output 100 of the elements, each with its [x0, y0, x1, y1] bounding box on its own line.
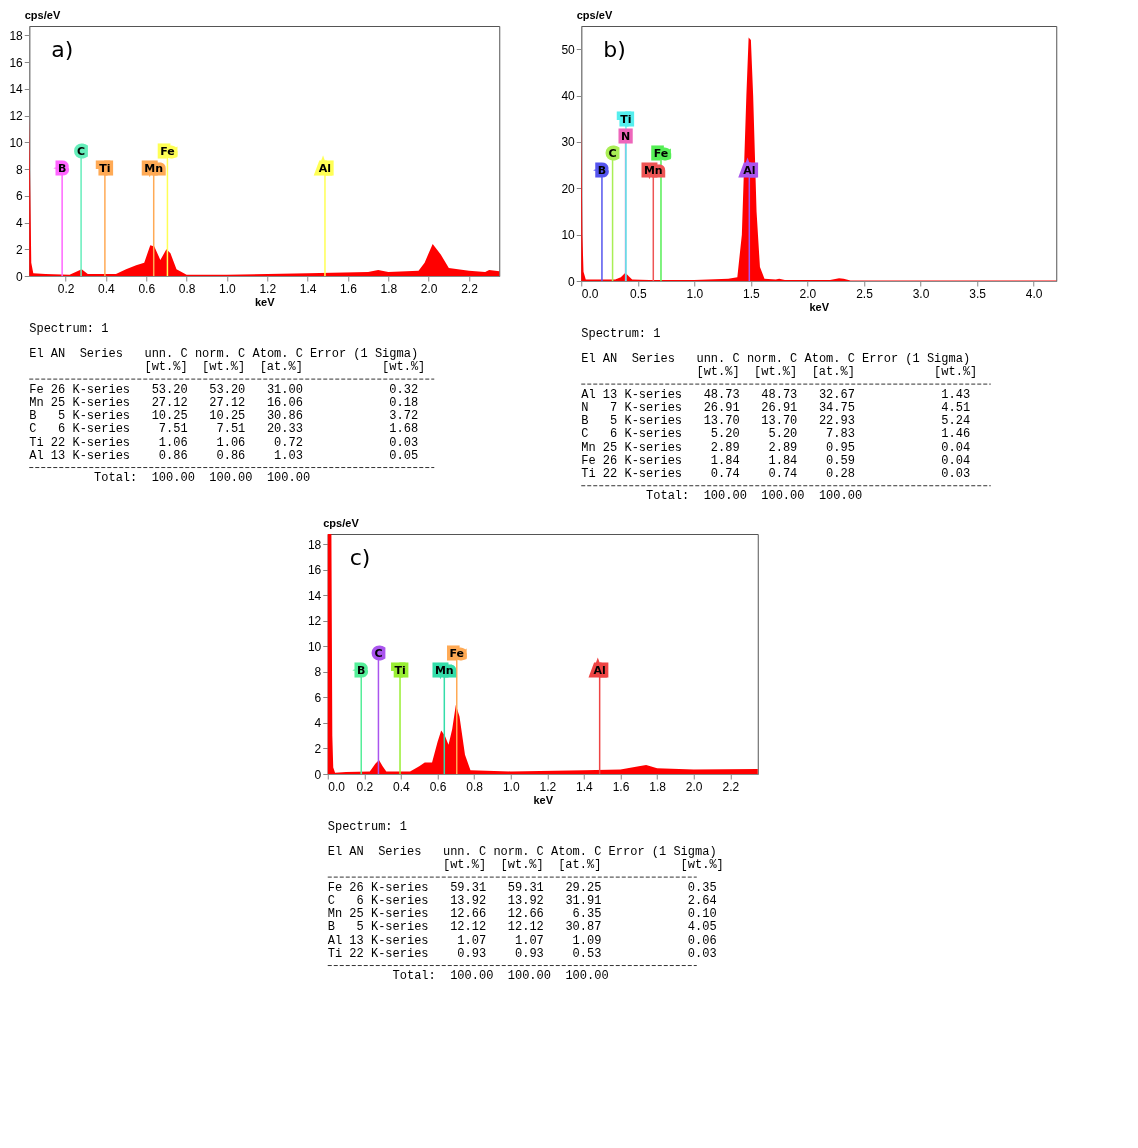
text: Mn 25 K-series 27.12 27.12 16.06 0.18 [29, 395, 419, 410]
x-tick-label: 0.4 [98, 281, 116, 296]
y-tick-label: 4 [314, 716, 322, 731]
text: C 6 K-series 13.92 13.92 31.91 2.64 [327, 893, 717, 908]
y-tick-label: 10 [307, 639, 322, 654]
x-tick-label: 2.0 [799, 286, 817, 301]
annotation: a) [51, 37, 74, 62]
x-tick-label: 1.0 [686, 286, 704, 301]
ref-line-label: B [597, 164, 607, 178]
y-tick-label: 4 [16, 216, 24, 231]
ref-line-label: Fe [160, 144, 175, 158]
x-tick-label: 0.6 [138, 281, 156, 296]
text: Total: 100.00 100.00 100.00 [646, 489, 863, 504]
y-tick-label: 14 [307, 588, 322, 603]
text: [wt.%] [wt.%] [at.%] [wt.%] [442, 858, 724, 873]
x-tick-label: 0.0 [581, 286, 599, 301]
ref-line-label: Ti [394, 663, 406, 677]
text: Al 13 K-series 0.86 0.86 1.03 0.05 [29, 448, 419, 463]
x-tick-label: 0.6 [429, 779, 447, 794]
x-tick-label: 3.0 [912, 286, 930, 301]
ref-line-label: Al [318, 161, 332, 175]
y-tick-label: 10 [9, 135, 24, 150]
y-tick-label: 8 [16, 162, 24, 177]
y-tick-label: 6 [16, 189, 24, 204]
y-tick-label: 14 [9, 82, 24, 97]
x-tick-label: 1.2 [539, 779, 557, 794]
text: Ti 22 K-series 0.74 0.74 0.28 0.03 [581, 466, 971, 481]
x-tick-label: 1.8 [649, 779, 667, 794]
annotation: b) [603, 37, 626, 62]
text: El AN Series unn. C norm. C Atom. C Error (1 Sigma) [581, 352, 971, 367]
text: Spectrum: 1 [327, 820, 407, 834]
y-tick-label: 0 [568, 274, 576, 289]
y-tick-label: 8 [314, 665, 322, 680]
ref-line-label: Mn [643, 164, 663, 178]
text: C 6 K-series 7.51 7.51 20.33 1.68 [29, 422, 419, 437]
y-tick-label: 18 [9, 28, 24, 43]
ref-line-label: Ti [99, 161, 111, 175]
x-tick-label: 2.0 [420, 281, 438, 296]
y-tick-label: 0 [16, 269, 24, 284]
y-tick-label: 16 [307, 563, 322, 578]
x-tick-label: 1.8 [380, 281, 398, 296]
text: Fe 26 K-series 1.84 1.84 0.59 0.04 [581, 453, 971, 468]
y-tick-label: 12 [307, 614, 322, 629]
x-tick-label: 4.0 [1025, 286, 1043, 301]
y-tick-label: 12 [9, 109, 24, 124]
x-axis-title: keV [809, 300, 830, 313]
ref-line-label: C [77, 144, 86, 158]
x-tick-label: 1.4 [576, 779, 594, 794]
ref-line-label: C [608, 147, 617, 161]
x-tick-label: 0.2 [57, 281, 75, 296]
ref-line-label: C [374, 646, 383, 660]
x-tick-label: 1.4 [299, 281, 317, 296]
y-tick-label: 18 [307, 537, 322, 552]
text: Fe 26 K-series 53.20 53.20 31.00 0.32 [29, 382, 419, 397]
x-tick-label: 1.6 [340, 281, 358, 296]
text: B 5 K-series 13.70 13.70 22.93 5.24 [581, 414, 971, 429]
ref-line-label: Al [593, 663, 606, 677]
text: Spectrum: 1 [581, 327, 661, 341]
y-axis-title: cps/eV [576, 8, 613, 21]
x-tick-label: 2.2 [461, 281, 479, 296]
ref-line-label: B [357, 663, 366, 677]
x-tick-label: 0.0 [328, 779, 346, 794]
x-tick-label: 1.5 [743, 286, 761, 301]
text: N 7 K-series 26.91 26.91 34.75 4.51 [581, 400, 971, 415]
x-tick-label: 0.5 [629, 286, 647, 301]
text: Al 13 K-series 1.07 1.07 1.09 0.06 [327, 933, 717, 948]
y-tick-label: 6 [314, 690, 322, 705]
text: Ti 22 K-series 0.93 0.93 0.53 0.03 [327, 946, 717, 961]
text: B 5 K-series 12.12 12.12 30.87 4.05 [327, 920, 717, 935]
y-tick-label: 50 [561, 42, 576, 57]
text: Al 13 K-series 48.73 48.73 32.67 1.43 [581, 387, 971, 402]
x-tick-label: 1.2 [259, 281, 277, 296]
text: Total: 100.00 100.00 100.00 [94, 471, 311, 486]
text: [wt.%] [wt.%] [at.%] [wt.%] [696, 365, 978, 380]
x-tick-label: 1.0 [219, 281, 237, 296]
ref-line-label: Fe [449, 646, 465, 660]
x-tick-label: 0.8 [178, 281, 196, 296]
y-tick-label: 0 [314, 767, 322, 782]
y-axis-title: cps/eV [323, 516, 360, 529]
y-tick-label: 10 [561, 228, 576, 243]
text: C 6 K-series 5.20 5.20 7.83 1.46 [581, 427, 971, 442]
text: Spectrum: 1 [29, 322, 109, 336]
y-axis-title: cps/eV [24, 8, 61, 21]
x-tick-label: 3.5 [969, 286, 987, 301]
text: Total: 100.00 100.00 100.00 [392, 969, 609, 984]
x-tick-label: 1.6 [612, 779, 630, 794]
text: El AN Series unn. C norm. C Atom. C Error (1 Sigma) [327, 845, 717, 860]
x-axis-title: keV [533, 793, 554, 806]
x-tick-label: 2.2 [722, 779, 740, 794]
y-tick-label: 20 [561, 181, 576, 196]
ref-line-label: Fe [653, 147, 669, 161]
text: El AN Series unn. C norm. C Atom. C Error (1 Sigma) [29, 347, 419, 362]
text: B 5 K-series 10.25 10.25 30.86 3.72 [29, 409, 419, 424]
text: Fe 26 K-series 59.31 59.31 29.25 0.35 [327, 880, 717, 895]
y-tick-label: 16 [9, 55, 24, 70]
text: Ti 22 K-series 1.06 1.06 0.72 0.03 [29, 435, 419, 450]
text: Mn 25 K-series 2.89 2.89 0.95 0.04 [581, 440, 971, 455]
y-tick-label: 2 [16, 242, 24, 257]
x-axis-title: keV [254, 295, 276, 308]
ref-line-label: Mn [144, 161, 164, 175]
